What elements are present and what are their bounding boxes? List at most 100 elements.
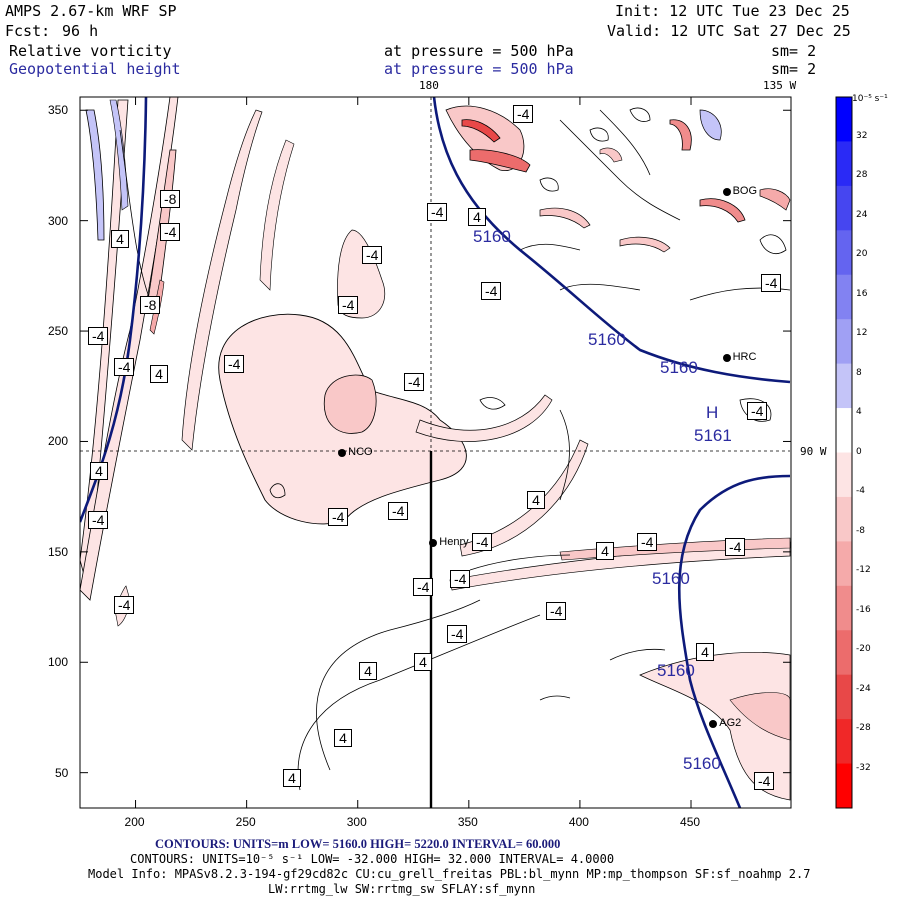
plot-frame [79, 96, 792, 809]
vorticity-contour-label: -4 [761, 274, 782, 292]
vorticity-contour-label: -8 [160, 190, 181, 208]
colorbar-segment [836, 541, 852, 587]
vorticity-contour-label: 4 [334, 729, 352, 747]
vorticity-contour-label: -4 [450, 570, 471, 588]
y-tick-label: 100 [48, 655, 69, 670]
vorticity-contour-label: -8 [140, 296, 161, 314]
colorbar-segment [836, 674, 852, 720]
vorticity-contour-label: -4 [413, 578, 434, 596]
model-info: Model Info: MPASv8.2.3-194-gf29cd82c CU:… [88, 867, 811, 881]
colorbar-segment [836, 496, 852, 542]
forecast-hour: 96 h [62, 22, 99, 40]
vorticity-contour-label: -4 [88, 511, 109, 529]
vorticity-contour-label: -4 [747, 402, 768, 420]
x-tick-label: 300 [346, 815, 367, 829]
field1-name: Relative vorticity [9, 42, 172, 60]
vorticity-contour-label: -4 [725, 538, 746, 556]
valid-time: Valid: 12 UTC Sat 27 Dec 25 [607, 22, 851, 40]
station-dot [429, 539, 438, 548]
colorbar-segment [836, 630, 852, 676]
colorbar-segment [836, 408, 852, 453]
vorticity-contour-label: -4 [447, 625, 468, 643]
model-title: AMPS 2.67-km WRF SP [5, 2, 177, 20]
height-contour-info: CONTOURS: UNITS=m LOW= 5160.0 HIGH= 5220… [155, 837, 561, 851]
colorbar-level-label: 24 [856, 209, 868, 220]
colorbar-level-label: 20 [856, 249, 868, 259]
vorticity-contour-label: 4 [527, 491, 545, 509]
vorticity-contour-label: 4 [111, 230, 129, 248]
height-label: 5160 [660, 358, 698, 377]
colorbar-segment [836, 452, 852, 498]
colorbar-segment [836, 719, 852, 765]
vorticity-contour-label: -4 [114, 358, 135, 376]
y-tick-label: 200 [48, 434, 69, 449]
x-tick-label: 350 [457, 815, 478, 829]
y-tick-label: 250 [48, 324, 69, 339]
colorbar-level-label: 4 [856, 407, 862, 417]
y-tick-label: 300 [48, 213, 69, 228]
vorticity-contour-info: CONTOURS: UNITS=10⁻⁵ s⁻¹ LOW= -32.000 HI… [130, 852, 615, 866]
field2-smoothing: sm= 2 [771, 60, 817, 78]
colorbar-level-label: 28 [856, 170, 868, 180]
lon-180-label: 180 [419, 79, 439, 92]
colorbar-level-label: 32 [856, 130, 868, 141]
vorticity-contour-label: -4 [427, 203, 448, 221]
station-dot [722, 353, 731, 362]
vorticity-contour-label: -4 [754, 772, 775, 790]
colorbar-segment [836, 141, 852, 187]
colorbar-level-label: 12 [856, 328, 868, 338]
colorbar-level-label: 16 [856, 288, 868, 299]
vorticity-contour-label: -4 [224, 355, 245, 373]
station-dot [338, 448, 347, 457]
model-physics: LW:rrtmg_lw SW:rrtmg_sw SFLAY:sf_mynn [268, 882, 536, 896]
vorticity-contour-label: -4 [362, 246, 383, 264]
station-label: AG2 [719, 717, 742, 730]
vorticity-contour-label: 4 [596, 542, 614, 560]
vorticity-contour-label: 4 [468, 208, 486, 226]
lon-135w-label: 135 W [763, 79, 797, 92]
high-pressure-value: 5161 [694, 426, 732, 445]
colorbar-segment [836, 230, 852, 276]
station-label: HRC [732, 350, 757, 363]
x-tick-label: 450 [680, 815, 701, 829]
vorticity-contour-label: -4 [114, 596, 135, 614]
colorbar-unit: 10⁻⁵ s⁻¹ [852, 94, 888, 104]
colorbar-level-label: -8 [856, 525, 865, 536]
field2-name: Geopotential height [9, 60, 181, 78]
colorbar-level-label: -12 [856, 565, 871, 575]
high-pressure-symbol: H [706, 403, 719, 422]
colorbar-segment [836, 585, 852, 631]
field2-pressure: at pressure = 500 hPa [384, 60, 574, 78]
x-tick-label: 200 [124, 815, 145, 829]
colorbar-frame [835, 96, 853, 809]
colorbar [835, 96, 853, 809]
vorticity-contour-label: -4 [338, 296, 359, 314]
height-label: 5160 [652, 569, 690, 588]
station-dot [709, 720, 718, 729]
vorticity-contour-label: 4 [414, 653, 432, 671]
colorbar-level-label: -24 [856, 683, 871, 694]
forecast-label: Fcst: [5, 22, 51, 40]
vorticity-contour-label: -4 [481, 282, 502, 300]
colorbar-segment [836, 97, 852, 142]
init-time: Init: 12 UTC Tue 23 Dec 25 [615, 2, 850, 20]
colorbar-segment [836, 185, 852, 231]
colorbar-segment [836, 363, 852, 409]
field1-smoothing: sm= 2 [771, 42, 817, 60]
y-tick-label: 50 [55, 765, 69, 780]
vorticity-contour-label: -4 [88, 327, 109, 345]
height-label: 5160 [588, 330, 626, 349]
vorticity-contour-label: -4 [328, 508, 349, 526]
height-label: 5160 [473, 227, 511, 246]
vorticity-contour-label: 4 [359, 662, 377, 680]
colorbar-level-label: 0 [856, 446, 862, 457]
y-tick-label: 350 [48, 103, 69, 118]
x-tick-label: 250 [235, 815, 256, 829]
colorbar-level-label: 8 [856, 367, 862, 378]
station-dot [722, 187, 731, 196]
vorticity-contour-label: 4 [696, 643, 714, 661]
field1-pressure: at pressure = 500 hPa [384, 42, 574, 60]
vorticity-contour-label: -4 [637, 533, 658, 551]
colorbar-level-label: -4 [856, 486, 865, 496]
